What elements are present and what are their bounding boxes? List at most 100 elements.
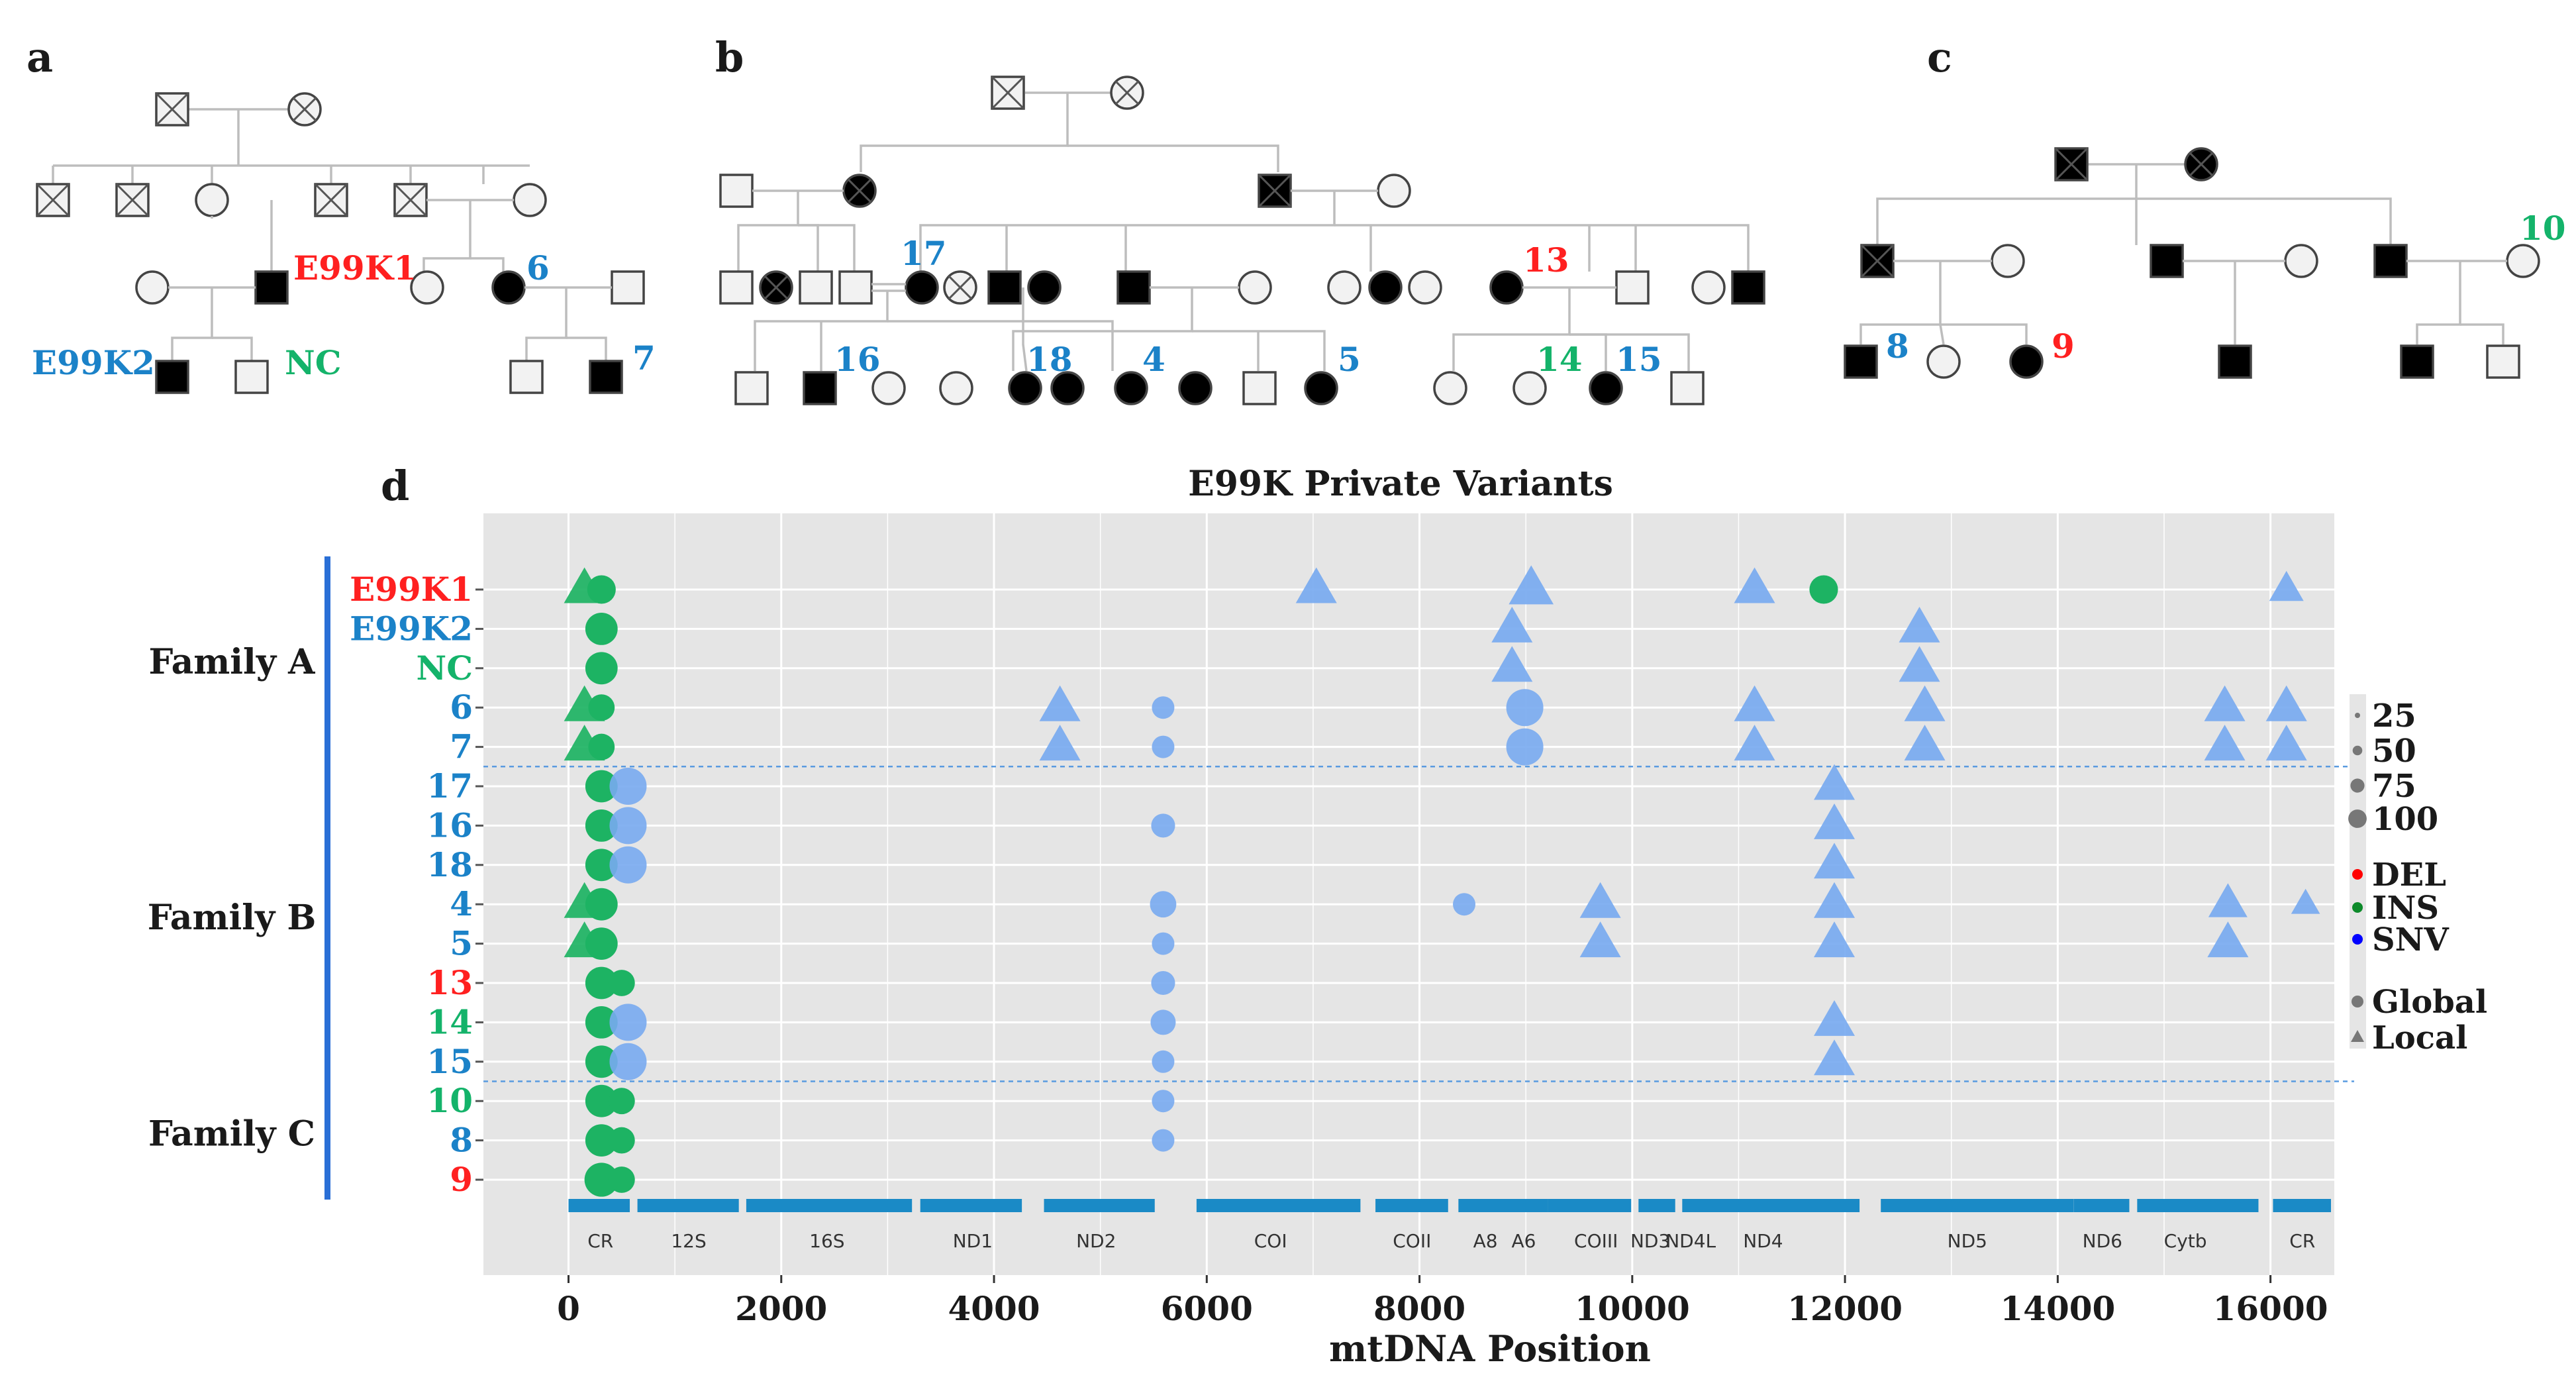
family-bracket xyxy=(324,556,330,767)
plot-background xyxy=(483,513,2334,1275)
legend-size-marker xyxy=(2348,809,2367,828)
variant-point xyxy=(585,1006,618,1039)
y-tick-label: 6 xyxy=(450,688,473,727)
pedigree-line xyxy=(470,257,505,272)
deceased-mark xyxy=(764,275,789,300)
variant-point xyxy=(2207,921,2249,958)
pedigree-line xyxy=(798,224,856,272)
female-symbol xyxy=(513,183,547,217)
gene-label-a6: A6 xyxy=(1511,1230,1536,1252)
pedigree-line xyxy=(1569,333,1607,371)
pedigree-line xyxy=(1859,261,1942,344)
pedigree-line xyxy=(919,191,1336,272)
variant-point xyxy=(1814,921,1856,958)
female-symbol xyxy=(905,270,939,305)
variant-point xyxy=(1152,1050,1175,1073)
variant-point xyxy=(585,1124,618,1157)
pedigree-sample-label: 6 xyxy=(526,248,550,287)
x-tick-label: 6000 xyxy=(1161,1289,1253,1328)
gene-bar-nd3 xyxy=(1638,1199,1675,1212)
variant-point xyxy=(585,927,618,960)
x-tick-label: 2000 xyxy=(735,1289,827,1328)
variant-point xyxy=(1152,696,1175,719)
y-tick-label: 4 xyxy=(450,884,473,923)
gene-label-coi: COI xyxy=(1254,1230,1287,1252)
gene-bar-nd4l xyxy=(1682,1199,1714,1212)
variant-point xyxy=(1491,646,1533,682)
gene-bar-nd1 xyxy=(920,1199,1022,1212)
legend-site-label: Global xyxy=(2372,984,2487,1021)
variant-point xyxy=(1491,606,1533,643)
female-symbol xyxy=(195,183,229,217)
male-symbol xyxy=(1731,270,1765,305)
legend-size-label: 25 xyxy=(2372,697,2416,735)
pedigree-line xyxy=(1569,333,1690,371)
variant-point xyxy=(1453,893,1476,916)
x-tick-label: 10000 xyxy=(1575,1289,1690,1328)
panel-letter-b: b xyxy=(715,33,744,81)
deceased-mark xyxy=(314,183,348,217)
female-symbol xyxy=(1691,270,1726,305)
panel-letter-a: a xyxy=(26,33,53,81)
gene-label-cr: CR xyxy=(2289,1230,2315,1252)
gene-label-a8: A8 xyxy=(1473,1230,1498,1252)
x-tick-label: 0 xyxy=(557,1289,580,1328)
gene-label-nd2: ND2 xyxy=(1076,1230,1116,1252)
deceased-mark xyxy=(2189,152,2214,177)
variant-point xyxy=(587,575,616,604)
legend-site-label: Local xyxy=(2372,1019,2467,1057)
variant-point xyxy=(1152,1129,1175,1152)
variant-point xyxy=(2265,725,2307,761)
female-symbol xyxy=(1489,270,1524,305)
pedigree-line xyxy=(1452,287,1571,371)
female-symbol xyxy=(1368,270,1403,305)
variant-point xyxy=(1734,685,1775,721)
variant-point xyxy=(609,1043,647,1080)
x-tick-label: 8000 xyxy=(1373,1289,1465,1328)
gene-bar-cr xyxy=(568,1199,630,1212)
legend-type-marker xyxy=(2352,869,2363,880)
pedigree-line xyxy=(1939,324,1945,345)
pedigree-sample-label: 9 xyxy=(2052,327,2075,366)
pedigree-line xyxy=(212,336,253,361)
pedigree-line xyxy=(1192,330,1326,371)
variant-point xyxy=(2265,685,2307,721)
pedigree-family-c: 10 8 9 xyxy=(1844,147,2566,379)
variant-markers xyxy=(564,565,2320,1197)
variant-point xyxy=(1152,735,1175,758)
family-bracket xyxy=(324,753,330,1082)
y-tick-label: 9 xyxy=(450,1160,473,1199)
variant-point xyxy=(585,652,618,685)
variant-point xyxy=(1904,725,1946,761)
gene-bar-nd6 xyxy=(2073,1199,2130,1212)
deceased-mark xyxy=(155,92,189,127)
variant-point xyxy=(2269,570,2304,601)
variant-point xyxy=(1814,843,1856,879)
gene-bar-nd4 xyxy=(1712,1199,1860,1212)
male-symbol xyxy=(1670,371,1705,405)
variant-point xyxy=(1899,646,1940,682)
pedigree-line xyxy=(798,224,819,272)
variant-point xyxy=(1809,575,1838,604)
legend-type-marker xyxy=(2352,902,2363,913)
pedigree-sample-label: 13 xyxy=(1523,240,1569,280)
variant-point xyxy=(585,1045,618,1078)
female-symbol xyxy=(1991,244,2025,278)
gene-label-16s: 16S xyxy=(809,1230,844,1252)
male-symbol xyxy=(509,360,544,394)
variant-point xyxy=(1151,813,1175,838)
female-symbol xyxy=(1008,371,1042,405)
female-symbol xyxy=(1178,371,1213,405)
variant-point xyxy=(1814,1039,1856,1076)
pedigree-line xyxy=(887,320,1114,371)
female-symbol xyxy=(1027,270,1062,305)
legend-site-marker xyxy=(2351,1030,2364,1042)
male-symbol xyxy=(2486,344,2520,379)
legend-size-marker xyxy=(2352,745,2363,756)
pedigree-line xyxy=(1940,323,2028,344)
family-bracket xyxy=(324,1068,330,1200)
variant-point xyxy=(608,1166,635,1193)
pedigree-line xyxy=(171,287,213,361)
deceased-mark xyxy=(1258,174,1292,208)
variant-point xyxy=(1734,725,1775,761)
